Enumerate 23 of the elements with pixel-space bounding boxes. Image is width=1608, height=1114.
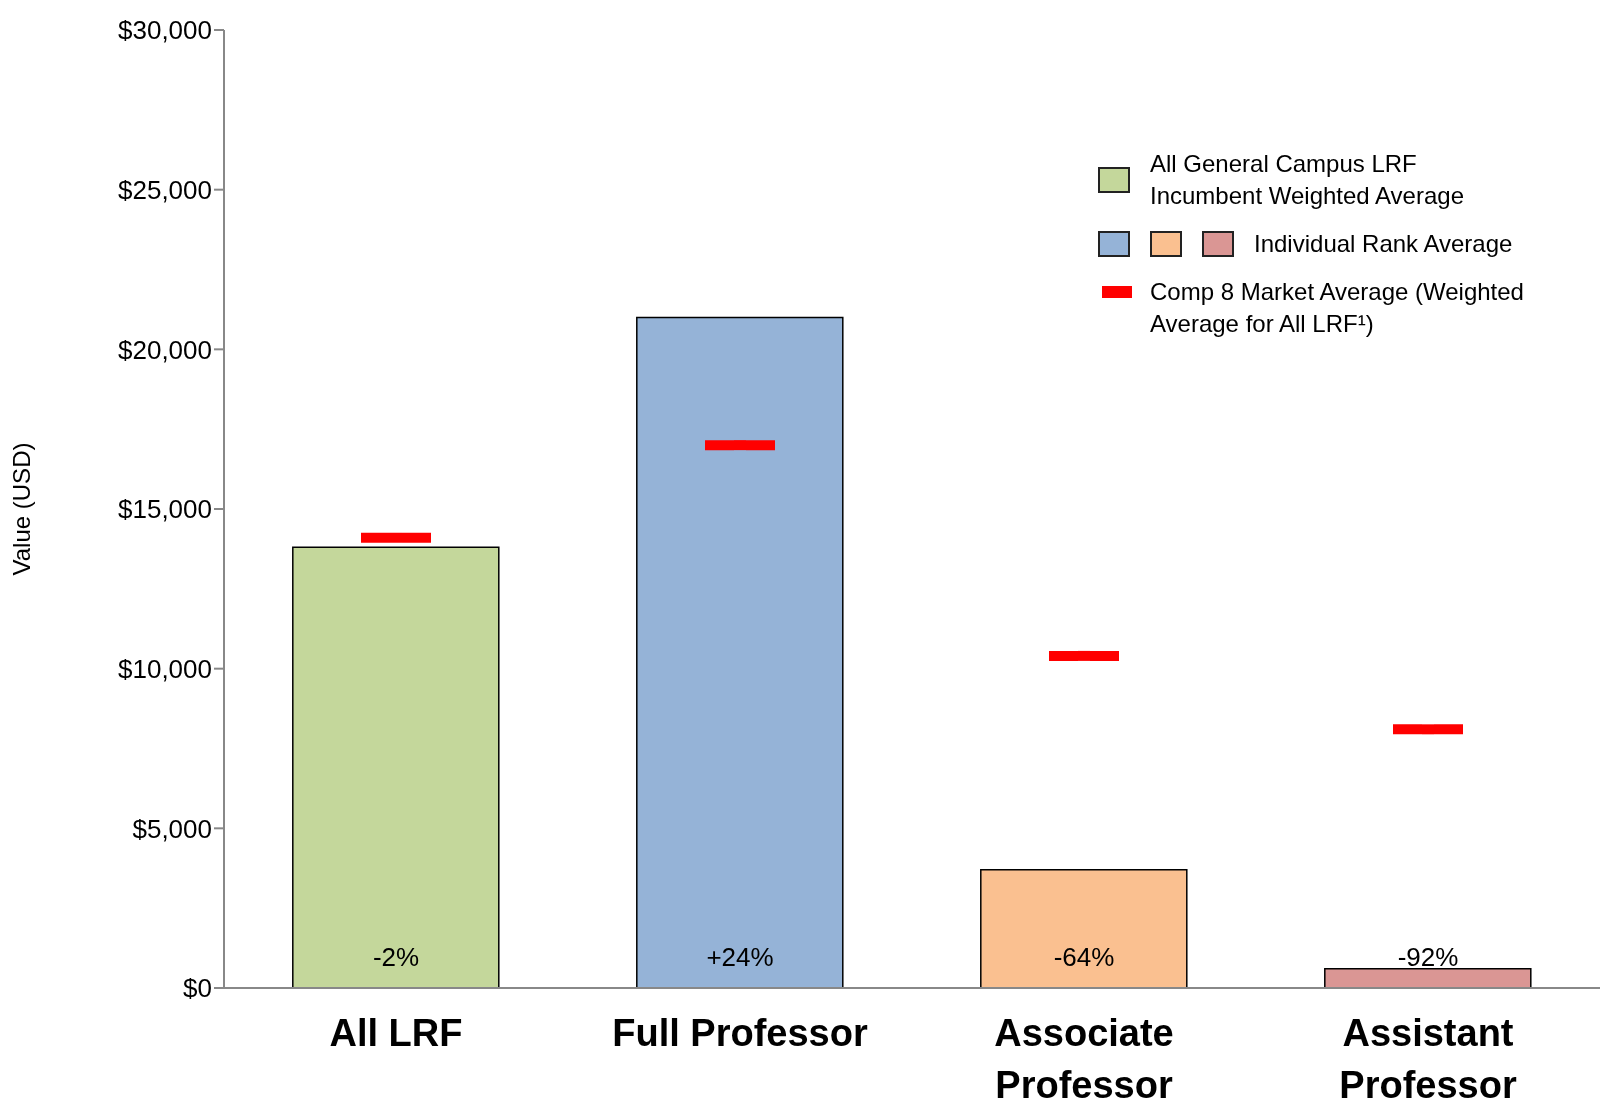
legend-label: Comp 8 Market Average (Weighted Average for All LRF¹) xyxy=(1150,277,1525,339)
bar xyxy=(980,869,1188,988)
y-tick-label: $5,000 xyxy=(132,813,212,844)
y-tick-label: $0 xyxy=(183,973,212,1004)
y-tick-label: $30,000 xyxy=(118,15,212,46)
y-tick-label: $15,000 xyxy=(118,494,212,525)
y-tick-label: $10,000 xyxy=(118,653,212,684)
legend-label: Individual Rank Average xyxy=(1254,229,1513,259)
x-tick-label: Full Professor xyxy=(612,1012,868,1054)
x-tick-label: Assistant Professor xyxy=(1339,1012,1517,1106)
bar xyxy=(636,316,844,988)
y-tick-label: $20,000 xyxy=(118,334,212,365)
bar xyxy=(1324,968,1532,988)
annotation: -2% xyxy=(372,942,420,972)
x-tick-label: All LRF xyxy=(329,1012,463,1054)
bar xyxy=(292,546,500,988)
annotation: -92% xyxy=(1397,942,1459,972)
annotation: +24% xyxy=(706,942,774,972)
y-tick-label: $25,000 xyxy=(118,174,212,205)
annotation: -64% xyxy=(1053,942,1115,972)
y-axis-title: Value (USD) xyxy=(7,442,35,576)
legend-label: All General Campus LRF Incumbent Weighted Average xyxy=(1150,149,1465,211)
x-tick-label: Associate Professor xyxy=(994,1012,1174,1106)
